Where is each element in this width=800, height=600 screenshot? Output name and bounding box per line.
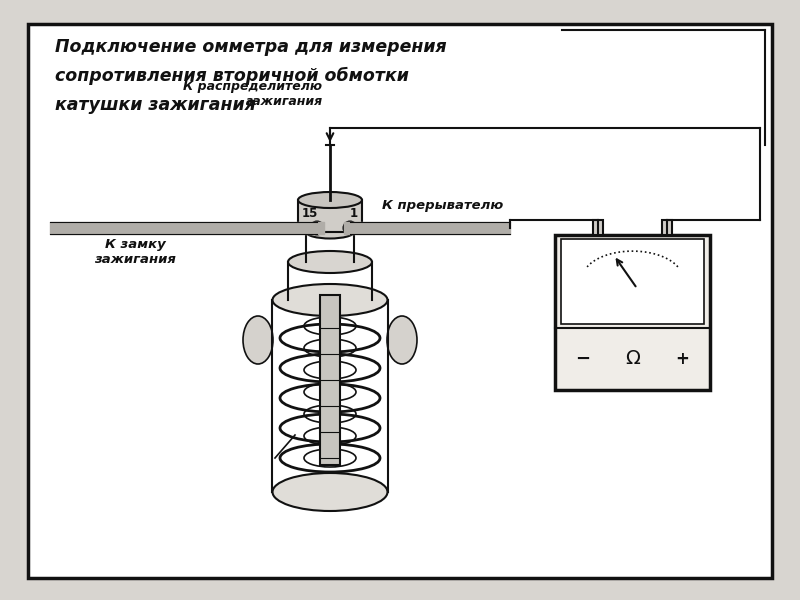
FancyBboxPatch shape <box>28 24 772 578</box>
Circle shape <box>310 221 323 235</box>
Text: К распределителю
зажигания: К распределителю зажигания <box>183 80 322 108</box>
Text: 1: 1 <box>350 207 358 220</box>
Circle shape <box>343 221 357 235</box>
Bar <box>555 235 710 390</box>
Ellipse shape <box>273 473 387 511</box>
Text: −: − <box>575 350 590 368</box>
Text: К замку
зажигания: К замку зажигания <box>94 238 176 266</box>
Text: сопротивления вторичной обмотки: сопротивления вторичной обмотки <box>55 67 409 85</box>
Bar <box>662 220 671 235</box>
Text: К прерывателю: К прерывателю <box>382 199 503 211</box>
Text: 15: 15 <box>302 207 318 220</box>
Ellipse shape <box>243 316 273 364</box>
Text: Подключение омметра для измерения: Подключение омметра для измерения <box>55 38 446 56</box>
Bar <box>561 239 704 324</box>
Text: катушки зажигания: катушки зажигания <box>55 96 256 114</box>
Ellipse shape <box>273 284 387 316</box>
Ellipse shape <box>306 226 354 238</box>
Ellipse shape <box>288 251 372 273</box>
Bar <box>298 200 362 232</box>
Bar <box>594 220 603 235</box>
Ellipse shape <box>387 316 417 364</box>
Bar <box>320 295 340 465</box>
Ellipse shape <box>298 192 362 208</box>
Text: Ω: Ω <box>625 349 640 368</box>
Text: +: + <box>675 350 689 368</box>
